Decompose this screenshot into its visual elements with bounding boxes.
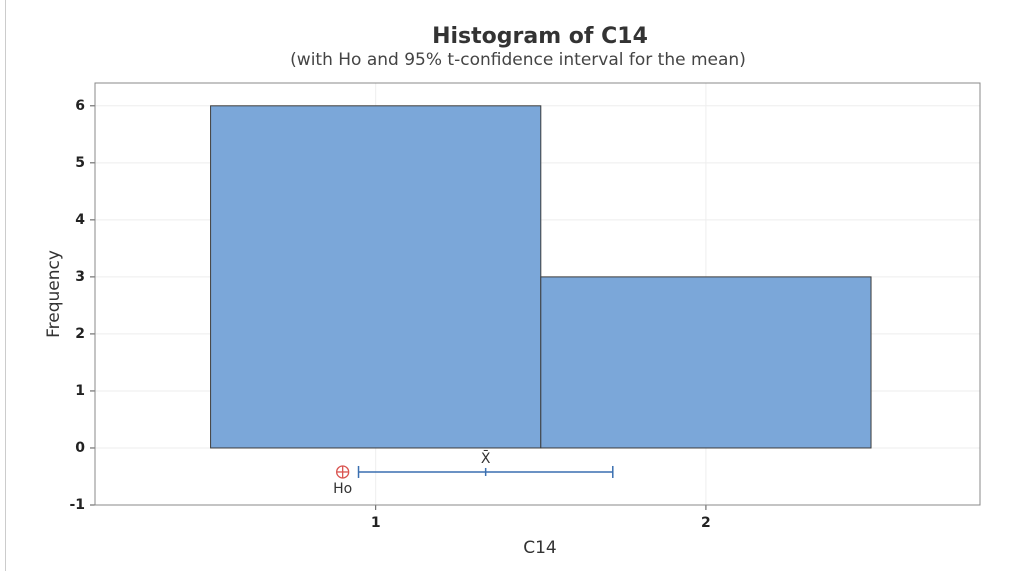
y-tick-label: 2 [75, 326, 85, 342]
ho-label: Ho [333, 481, 352, 497]
y-tick-label: 3 [75, 269, 85, 285]
y-tick-label: 6 [75, 98, 85, 114]
histogram-bar [540, 276, 872, 449]
x-axis-label: C14 [523, 538, 557, 558]
histogram-bar [210, 105, 542, 449]
y-tick-label: -1 [69, 497, 85, 513]
y-tick-label: 0 [75, 440, 85, 456]
x-tick-label: 1 [371, 515, 381, 531]
chart-subtitle: (with Ho and 95% t-confidence interval f… [290, 50, 746, 70]
plot-frame [94, 82, 981, 506]
y-tick-label: 5 [75, 155, 85, 171]
y-axis-label: Frequency [44, 250, 64, 338]
y-tick-label: 4 [75, 212, 85, 228]
chart-title: Histogram of C14 [432, 24, 648, 49]
mean-label: X̄ [481, 449, 491, 467]
y-tick-label: 1 [75, 383, 85, 399]
x-tick-label: 2 [701, 515, 711, 531]
